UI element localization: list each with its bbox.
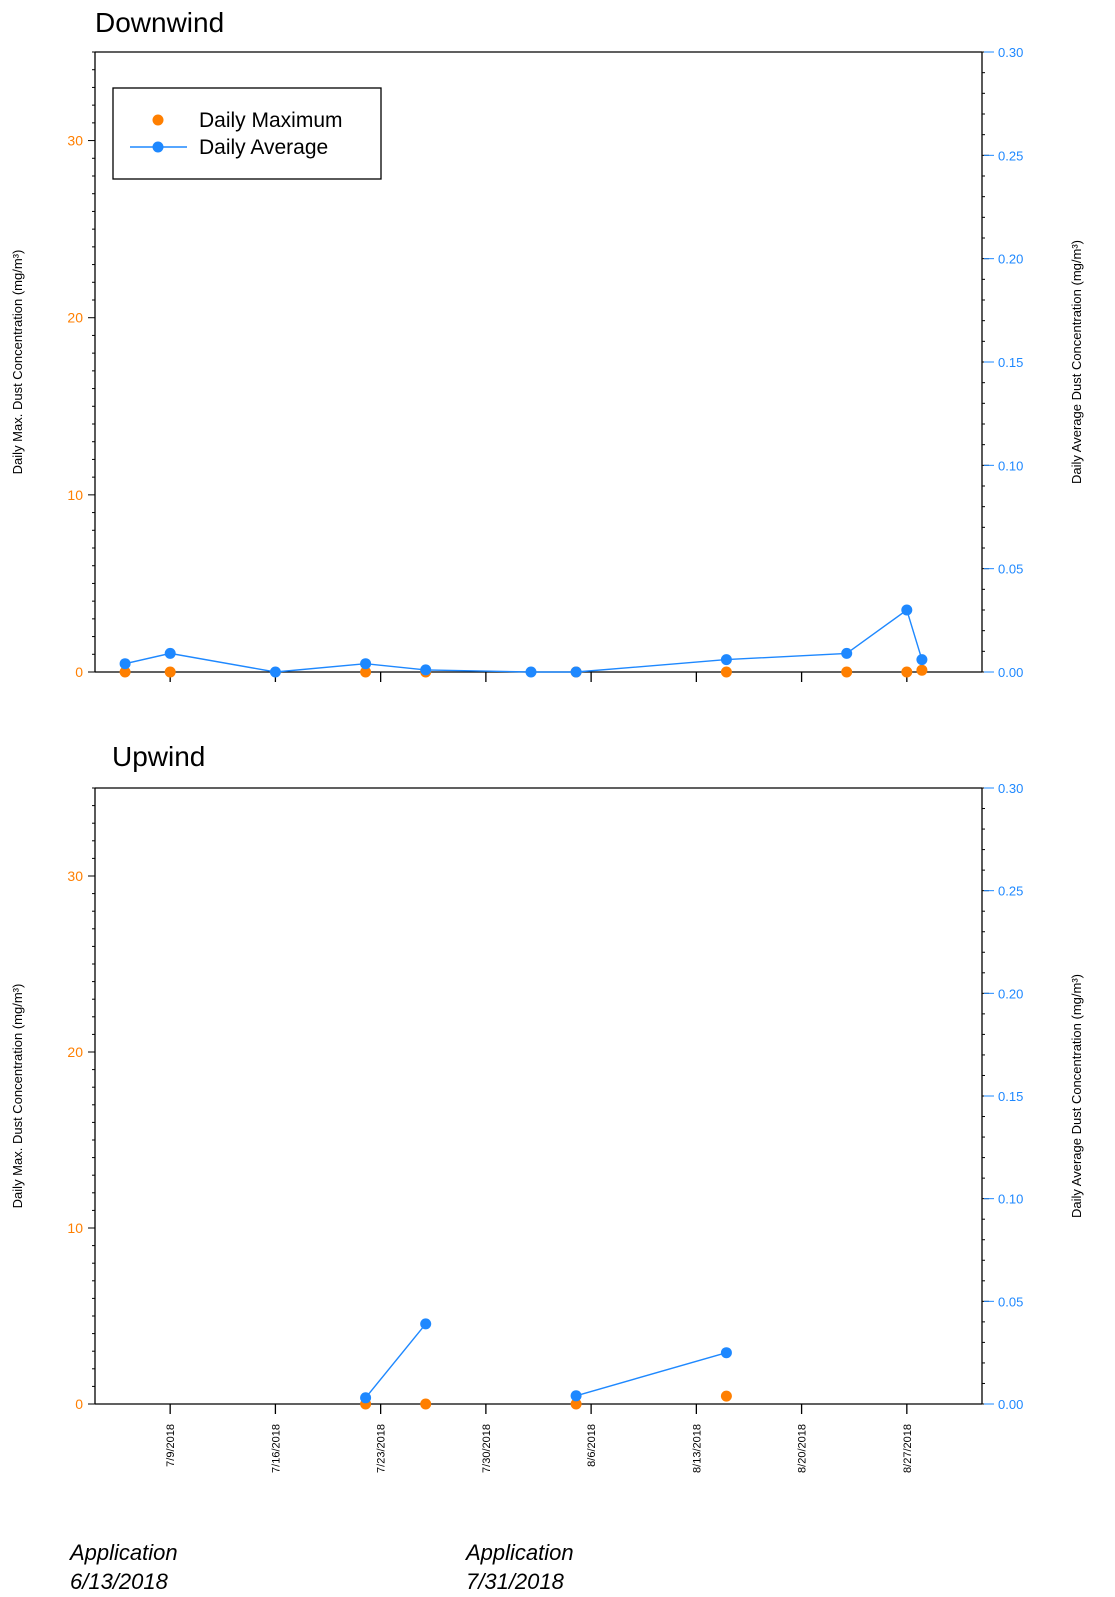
daily-average-point [720,654,732,666]
right-tick-label: 0.00 [998,1397,1023,1412]
daily-maximum-point [720,1390,732,1402]
left-tick-label: 20 [67,310,83,326]
right-tick-label: 0.10 [998,1192,1023,1207]
application-annotation: Application 7/31/2018 [464,1540,574,1594]
right-tick-label: 0.15 [998,355,1023,370]
daily-maximum-point [420,1398,432,1410]
daily-average-point [360,1392,372,1404]
left-tick-label: 30 [67,133,83,149]
right-tick-label: 0.30 [998,45,1023,60]
right-tick-label: 0.05 [998,562,1023,577]
legend-avg-marker [152,141,164,153]
daily-average-point [570,1390,582,1402]
y-right-axis-label: Daily Average Dust Concentration (mg/m³) [1069,974,1084,1218]
daily-average-point [360,658,372,670]
daily-average-point [269,666,281,678]
legend-box [112,87,382,180]
annotation-line1: Application [464,1540,574,1565]
chart-title: Downwind [95,7,224,38]
left-tick-label: 20 [67,1044,83,1060]
left-tick-label: 0 [75,664,83,680]
daily-average-point [901,604,913,616]
daily-maximum-point [720,666,732,678]
daily-maximum-point [841,666,853,678]
daily-average-point [420,1318,432,1330]
right-tick-label: 0.20 [998,252,1023,267]
daily-average-point [720,1347,732,1359]
chart-title: Upwind [112,741,205,772]
daily-average-line [124,608,923,673]
daily-average-point [164,647,176,659]
left-tick-label: 0 [75,1396,83,1412]
daily-maximum-point [901,666,913,678]
daily-maximum-point [164,666,176,678]
right-tick-label: 0.25 [998,148,1023,163]
daily-maximum-point [119,666,131,678]
right-tick-label: 0.05 [998,1294,1023,1309]
annotation-line2: 6/13/2018 [70,1569,169,1594]
x-tick-label: 7/16/2018 [270,1424,282,1473]
x-tick-label: 7/9/2018 [165,1424,177,1467]
y-right-axis-label: Daily Average Dust Concentration (mg/m³) [1069,240,1084,484]
daily-maximum-point [916,664,928,676]
x-tick-label: 7/30/2018 [481,1424,493,1473]
left-tick-label: 10 [67,1220,83,1236]
left-tick-label: 30 [67,868,83,884]
right-tick-label: 0.25 [998,884,1023,899]
daily-average-line [365,1323,427,1399]
daily-average-point [420,664,432,676]
daily-average-point [916,654,928,666]
x-tick-label: 8/20/2018 [797,1424,809,1473]
daily-average-series [360,1318,732,1404]
daily-average-series [119,604,928,678]
x-tick-label: 8/27/2018 [902,1424,914,1473]
daily-maximum-point [570,1398,582,1410]
y-left-axis-label: Daily Max. Dust Concentration (mg/m³) [10,984,25,1209]
daily-maximum-series [360,1390,732,1410]
downwind-panel: Downwind 0 10 20 30 0.00 0.05 0.10 0.15 0.20 0.25 0… [10,7,1084,682]
x-tick-label: 7/23/2018 [376,1424,388,1473]
annotation-line1: Application [68,1540,178,1565]
daily-average-point [119,658,131,670]
right-tick-label: 0.15 [998,1089,1023,1104]
application-annotation: Application 6/13/2018 [68,1540,178,1594]
annotation-line2: 7/31/2018 [466,1569,565,1594]
daily-maximum-point [360,666,372,678]
right-tick-label: 0.30 [998,781,1023,796]
daily-average-line [575,1352,727,1397]
legend-avg-label: Daily Average [199,136,328,159]
legend-max-marker [152,114,164,126]
daily-maximum-series [119,664,928,678]
right-tick-label: 0.00 [998,665,1023,680]
y-left-axis-label: Daily Max. Dust Concentration (mg/m³) [10,250,25,475]
upwind-panel: Upwind 0 10 20 30 0.00 0.05 0.10 0.15 0.20 0.25 0.3… [10,741,1084,1473]
x-tick-label: 8/13/2018 [691,1424,703,1473]
legend: Daily Maximum Daily Average [112,87,382,180]
right-tick-label: 0.10 [998,458,1023,473]
daily-average-point [525,666,537,678]
left-tick-label: 10 [67,487,83,503]
x-tick-label: 8/6/2018 [586,1424,598,1467]
legend-max-label: Daily Maximum [199,109,343,132]
daily-average-point [841,647,853,659]
daily-average-point [570,666,582,678]
right-tick-label: 0.20 [998,986,1023,1001]
